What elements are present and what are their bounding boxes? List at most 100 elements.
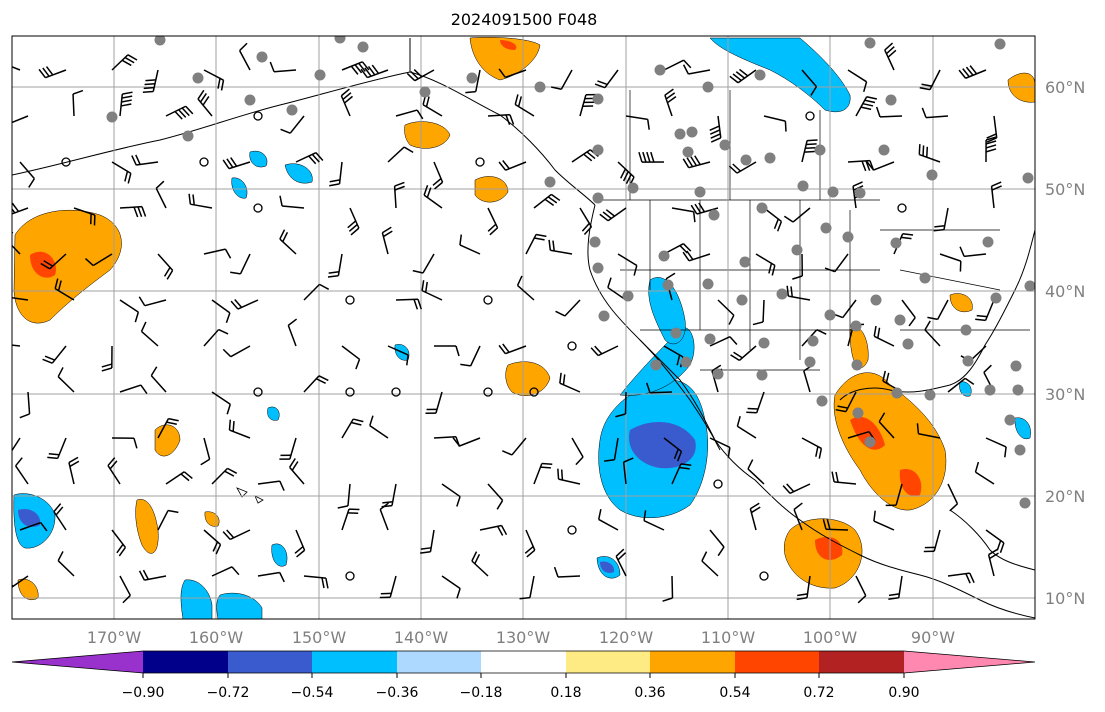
colorbar-bin [312, 651, 397, 673]
wind-barb [421, 280, 443, 301]
wind-barb [514, 94, 535, 117]
calm-wind-marker [713, 479, 723, 489]
wind-barb [947, 377, 975, 393]
wind-barb [340, 88, 353, 117]
station-marker [791, 244, 803, 256]
wind-barb [796, 575, 811, 601]
colorbar-tick: 0.18 [550, 685, 581, 701]
wind-barb [138, 569, 167, 581]
wind-barb [921, 107, 949, 119]
wind-barb [831, 471, 857, 485]
wind-barb [730, 345, 757, 362]
wind-barb [701, 551, 719, 577]
station-marker [534, 81, 546, 93]
latitude-labels: 60°N 50°N 40°N 30°N 20°N 10°N [1045, 78, 1085, 608]
station-marker [244, 94, 256, 106]
wind-barb [203, 529, 222, 555]
wind-barb [303, 283, 330, 301]
wind-barb [47, 437, 67, 460]
lon-label-110: 110°W [701, 628, 756, 647]
colorbar-tick: 0.90 [888, 685, 919, 701]
station-marker [1019, 497, 1031, 509]
wind-barb [347, 207, 360, 236]
calm-wind-marker [567, 341, 577, 351]
wind-barb [289, 458, 305, 485]
wind-barb [888, 575, 903, 600]
colorbar-tick: 0.54 [719, 685, 750, 701]
station-markers [106, 36, 1035, 509]
lon-label-170: 170°W [87, 628, 142, 647]
wind-barb [441, 575, 461, 599]
wind-barb [524, 529, 536, 558]
wind-barb [432, 161, 444, 190]
wind-barb [107, 457, 121, 485]
calm-wind-marker [253, 111, 263, 121]
wind-barb [690, 202, 719, 215]
wind-barb [188, 193, 213, 209]
wind-barb [985, 437, 1007, 458]
wind-barb [19, 521, 48, 532]
wind-barb [498, 343, 527, 355]
wind-barb [875, 106, 903, 118]
wind-barb [959, 246, 987, 258]
wind-barb [682, 155, 711, 169]
station-marker [764, 152, 776, 164]
wind-barb [423, 185, 443, 209]
station-marker [990, 292, 1002, 304]
station-marker [334, 36, 346, 44]
wind-barb [975, 299, 995, 322]
wind-barb [786, 285, 811, 301]
station-marker [589, 236, 601, 248]
wind-barb [985, 529, 1005, 553]
station-marker [592, 93, 604, 105]
wind-barb [68, 456, 80, 485]
wind-barb [763, 115, 787, 132]
colorbar-bin [397, 651, 481, 673]
wind-barb [12, 202, 29, 215]
wind-barb [958, 65, 987, 79]
wind-barb [801, 437, 823, 459]
colorbar-tick-labels: −0.90 −0.72 −0.54 −0.36 −0.18 0.18 0.36 … [122, 685, 920, 701]
wind-barb [709, 336, 738, 347]
station-marker [870, 294, 882, 306]
wind-barb [985, 136, 997, 163]
wind-barb [425, 391, 443, 415]
wind-barb [918, 144, 941, 163]
calm-wind-marker [529, 387, 539, 397]
station-marker [1010, 360, 1022, 372]
wind-barb [599, 207, 627, 222]
wind-barb [73, 207, 96, 226]
wind-barb [279, 229, 297, 255]
wind-barb [14, 457, 29, 485]
station-marker [712, 368, 724, 380]
wind-barb [557, 468, 581, 485]
station-marker [1012, 384, 1024, 396]
station-marker [1004, 414, 1016, 426]
wind-barb [157, 509, 179, 531]
wind-barb [792, 253, 804, 280]
lon-label-130: 130°W [496, 628, 551, 647]
station-marker [674, 128, 686, 140]
wind-barb [295, 151, 324, 165]
wind-barb [615, 548, 627, 577]
wind-barb [663, 59, 692, 71]
wind-barb [142, 69, 159, 94]
wind-barb [878, 412, 895, 439]
wind-barb [452, 437, 481, 447]
wind-barb [38, 66, 67, 79]
wind-barb [200, 437, 211, 466]
wind-barb [203, 69, 225, 91]
station-marker [192, 72, 204, 84]
station-marker [827, 186, 839, 198]
wind-barb [548, 239, 573, 255]
wind-barb [222, 529, 251, 541]
calm-wind-marker [345, 571, 355, 581]
calm-wind-marker [805, 111, 815, 121]
wind-barb [884, 42, 897, 71]
wind-barb [40, 253, 67, 270]
wind-barb [682, 64, 711, 75]
wind-barb [555, 299, 581, 317]
wind-barb [230, 253, 251, 275]
wind-barb [111, 529, 127, 557]
